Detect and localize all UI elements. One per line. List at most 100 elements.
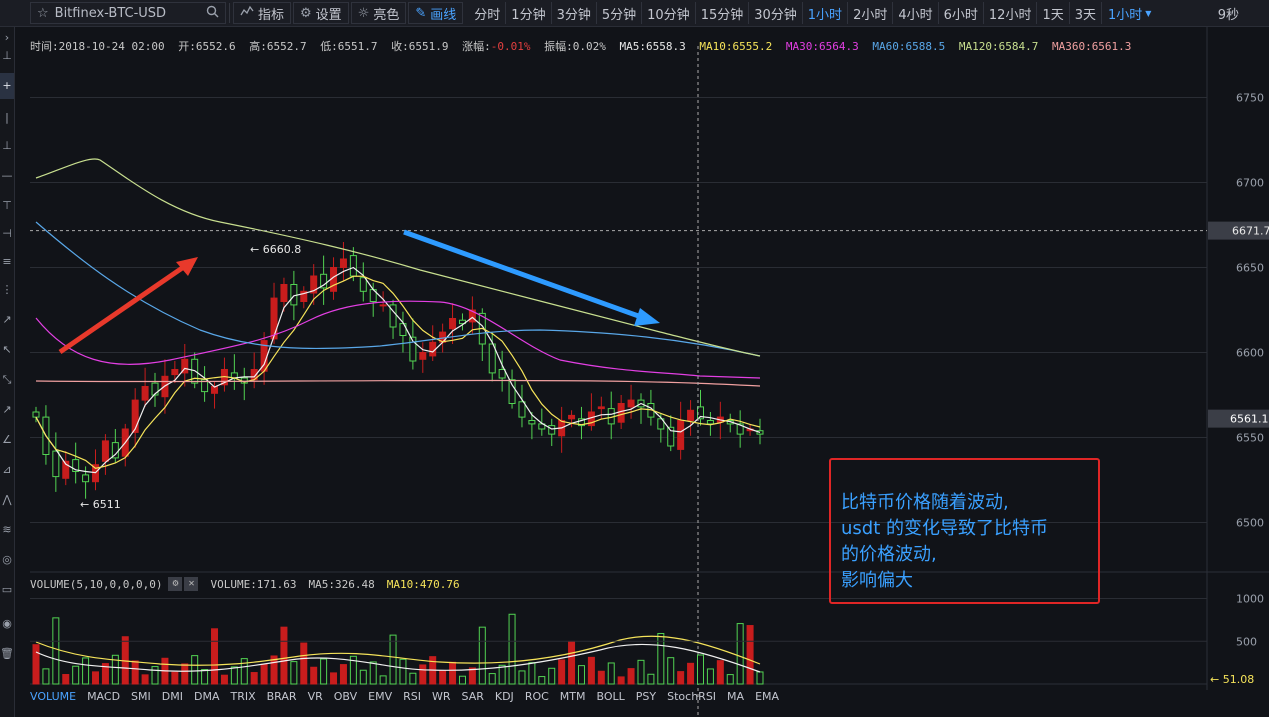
period-tab-9[interactable]: 4小时 bbox=[893, 2, 939, 24]
theme-button[interactable]: ☼ 亮色 bbox=[350, 2, 407, 24]
indicator-tab-stochrsi[interactable]: StochRSI bbox=[667, 690, 717, 703]
info-low: 低:6551.7 bbox=[320, 40, 378, 53]
crosshair-price-tag bbox=[1208, 221, 1269, 240]
indicator-tab-emv[interactable]: EMV bbox=[368, 690, 393, 703]
symbol-search-box[interactable]: ☆ Bitfinex-BTC-USD bbox=[30, 2, 226, 24]
period-tab-4[interactable]: 10分钟 bbox=[642, 2, 696, 24]
ma10-line bbox=[35, 275, 761, 470]
period-tab-8[interactable]: 2小时 bbox=[848, 2, 894, 24]
segment-icon[interactable]: ⊤ bbox=[2, 199, 12, 212]
search-icon[interactable] bbox=[206, 5, 219, 22]
period-tab-3[interactable]: 5分钟 bbox=[597, 2, 643, 24]
magnet-icon[interactable]: ◎ bbox=[2, 553, 12, 566]
indicator-tab-sar[interactable]: SAR bbox=[461, 690, 484, 703]
volume-bar-64 bbox=[667, 657, 675, 685]
period-tab-2[interactable]: 3分钟 bbox=[552, 2, 597, 24]
polyline-icon[interactable]: ⋀ bbox=[2, 493, 12, 506]
angle-icon[interactable]: ∠ bbox=[2, 433, 12, 446]
gann-icon[interactable]: ⊿ bbox=[2, 463, 12, 476]
volume-bar-68 bbox=[706, 668, 714, 685]
period-tab-10[interactable]: 6小时 bbox=[939, 2, 984, 24]
period-tab-12[interactable]: 1天 bbox=[1037, 2, 1070, 24]
indicator-tab-dmi[interactable]: DMI bbox=[161, 690, 183, 703]
settings-button[interactable]: ⚙ 设置 bbox=[293, 2, 349, 24]
indicator-tab-dma[interactable]: DMA bbox=[193, 690, 220, 703]
volume-close-icon[interactable]: ✕ bbox=[184, 577, 199, 591]
fib-icon[interactable]: ⤡ bbox=[2, 373, 12, 386]
indicator-tab-trix[interactable]: TRIX bbox=[230, 690, 256, 703]
period-tab-1[interactable]: 1分钟 bbox=[506, 2, 552, 24]
candle-body-60 bbox=[627, 399, 635, 408]
expand-icon[interactable]: › bbox=[4, 31, 10, 44]
volume-bar-73 bbox=[756, 671, 764, 685]
arrow-icon[interactable]: ↖ bbox=[2, 343, 12, 356]
volume-bar-58 bbox=[607, 662, 615, 685]
indicator-tab-boll[interactable]: BOLL bbox=[596, 690, 625, 703]
channel-icon[interactable]: ≡ bbox=[2, 255, 12, 268]
period-tab-0[interactable]: 分时 bbox=[469, 2, 507, 24]
info-change-value: -0.01% bbox=[490, 40, 531, 53]
volume-bar-27 bbox=[300, 642, 308, 685]
vertical-line-icon[interactable]: | bbox=[5, 111, 9, 124]
ray-icon[interactable]: ⊥ bbox=[2, 139, 12, 152]
crosshair-icon[interactable]: + bbox=[0, 73, 14, 99]
period-dropdown[interactable]: 1小时 ▼ bbox=[1102, 2, 1157, 24]
price-tick-4: 6550 bbox=[1236, 432, 1264, 445]
indicator-tab-wr[interactable]: WR bbox=[431, 690, 451, 703]
indicator-tab-ema[interactable]: EMA bbox=[755, 690, 780, 703]
volume-bar-72 bbox=[746, 625, 754, 685]
annotation-note-box[interactable]: 比特币价格随着波动, usdt 的变化导致了比特币 的价格波动, 影响偏大 bbox=[829, 458, 1100, 604]
volume-value: VOLUME:171.63 bbox=[210, 577, 297, 591]
indicator-tab-vr[interactable]: VR bbox=[307, 690, 323, 703]
info-ma10: MA10:6555.2 bbox=[699, 40, 773, 53]
arrow-line-icon[interactable]: ↗ bbox=[2, 403, 12, 416]
pin-icon[interactable]: ⊥ bbox=[2, 49, 12, 62]
lock-icon[interactable]: ▭ bbox=[1, 583, 13, 596]
indicator-tab-obv[interactable]: OBV bbox=[333, 690, 358, 703]
price-tick-2: 6650 bbox=[1236, 262, 1264, 275]
indicator-tab-smi[interactable]: SMI bbox=[131, 690, 151, 703]
star-icon[interactable]: ☆ bbox=[37, 5, 49, 21]
volume-bar-26 bbox=[290, 661, 298, 685]
top-toolbar: ☆ Bitfinex-BTC-USD 指标 ⚙ 设置 ☼ 亮色 ✎ 画线 分时 1… bbox=[0, 0, 1269, 27]
indicator-tab-roc[interactable]: ROC bbox=[524, 690, 549, 703]
eye-icon[interactable]: ◉ bbox=[2, 617, 12, 630]
low-price-annotation: ← 6511 bbox=[80, 498, 121, 511]
period-tab-11[interactable]: 12小时 bbox=[984, 2, 1038, 24]
period-tab-13[interactable]: 3天 bbox=[1070, 2, 1103, 24]
indicator-tab-kdj[interactable]: KDJ bbox=[494, 690, 514, 703]
indicators-button[interactable]: 指标 bbox=[233, 2, 292, 24]
info-close: 收:6551.9 bbox=[391, 40, 449, 53]
indicator-tab-brar[interactable]: BRAR bbox=[266, 690, 297, 703]
trend-line-icon[interactable]: ↗ bbox=[2, 313, 12, 326]
wave-icon[interactable]: ≋ bbox=[2, 523, 12, 536]
indicator-tab-ma[interactable]: MA bbox=[727, 690, 745, 703]
indicators-label: 指标 bbox=[258, 7, 285, 23]
volume-bar-52 bbox=[548, 667, 556, 685]
draw-button[interactable]: ✎ 画线 bbox=[408, 2, 464, 24]
trash-icon[interactable]: 🗑 bbox=[0, 647, 14, 660]
indicator-tab-volume[interactable]: VOLUME bbox=[30, 690, 77, 703]
volume-settings-icon[interactable]: ⚙ bbox=[168, 577, 183, 591]
volume-bar-10 bbox=[131, 660, 139, 685]
indicator-tab-psy[interactable]: PSY bbox=[635, 690, 657, 703]
period-tab-7[interactable]: 1小时 bbox=[803, 2, 849, 24]
ma60-line bbox=[35, 221, 761, 357]
info-ma360: MA360:6561.3 bbox=[1051, 40, 1132, 53]
volume-bar-63 bbox=[657, 632, 665, 685]
indicator-tab-macd[interactable]: MACD bbox=[87, 690, 121, 703]
parallel-icon[interactable]: ⋮ bbox=[1, 283, 13, 296]
period-tab-6[interactable]: 30分钟 bbox=[749, 2, 803, 24]
candle-body-46 bbox=[488, 343, 496, 374]
indicator-tab-rsi[interactable]: RSI bbox=[403, 690, 421, 703]
info-ma60: MA60:6588.5 bbox=[872, 40, 946, 53]
volume-bar-32 bbox=[349, 655, 357, 685]
indicator-tab-mtm[interactable]: MTM bbox=[559, 690, 586, 703]
price-line-icon[interactable]: ⊣ bbox=[2, 227, 12, 240]
horizontal-line-icon[interactable]: — bbox=[1, 169, 13, 182]
symbol-name: Bitfinex-BTC-USD bbox=[54, 5, 167, 21]
candle-body-12 bbox=[151, 382, 159, 396]
period-tab-5[interactable]: 15分钟 bbox=[696, 2, 750, 24]
volume-bar-51 bbox=[538, 676, 546, 685]
